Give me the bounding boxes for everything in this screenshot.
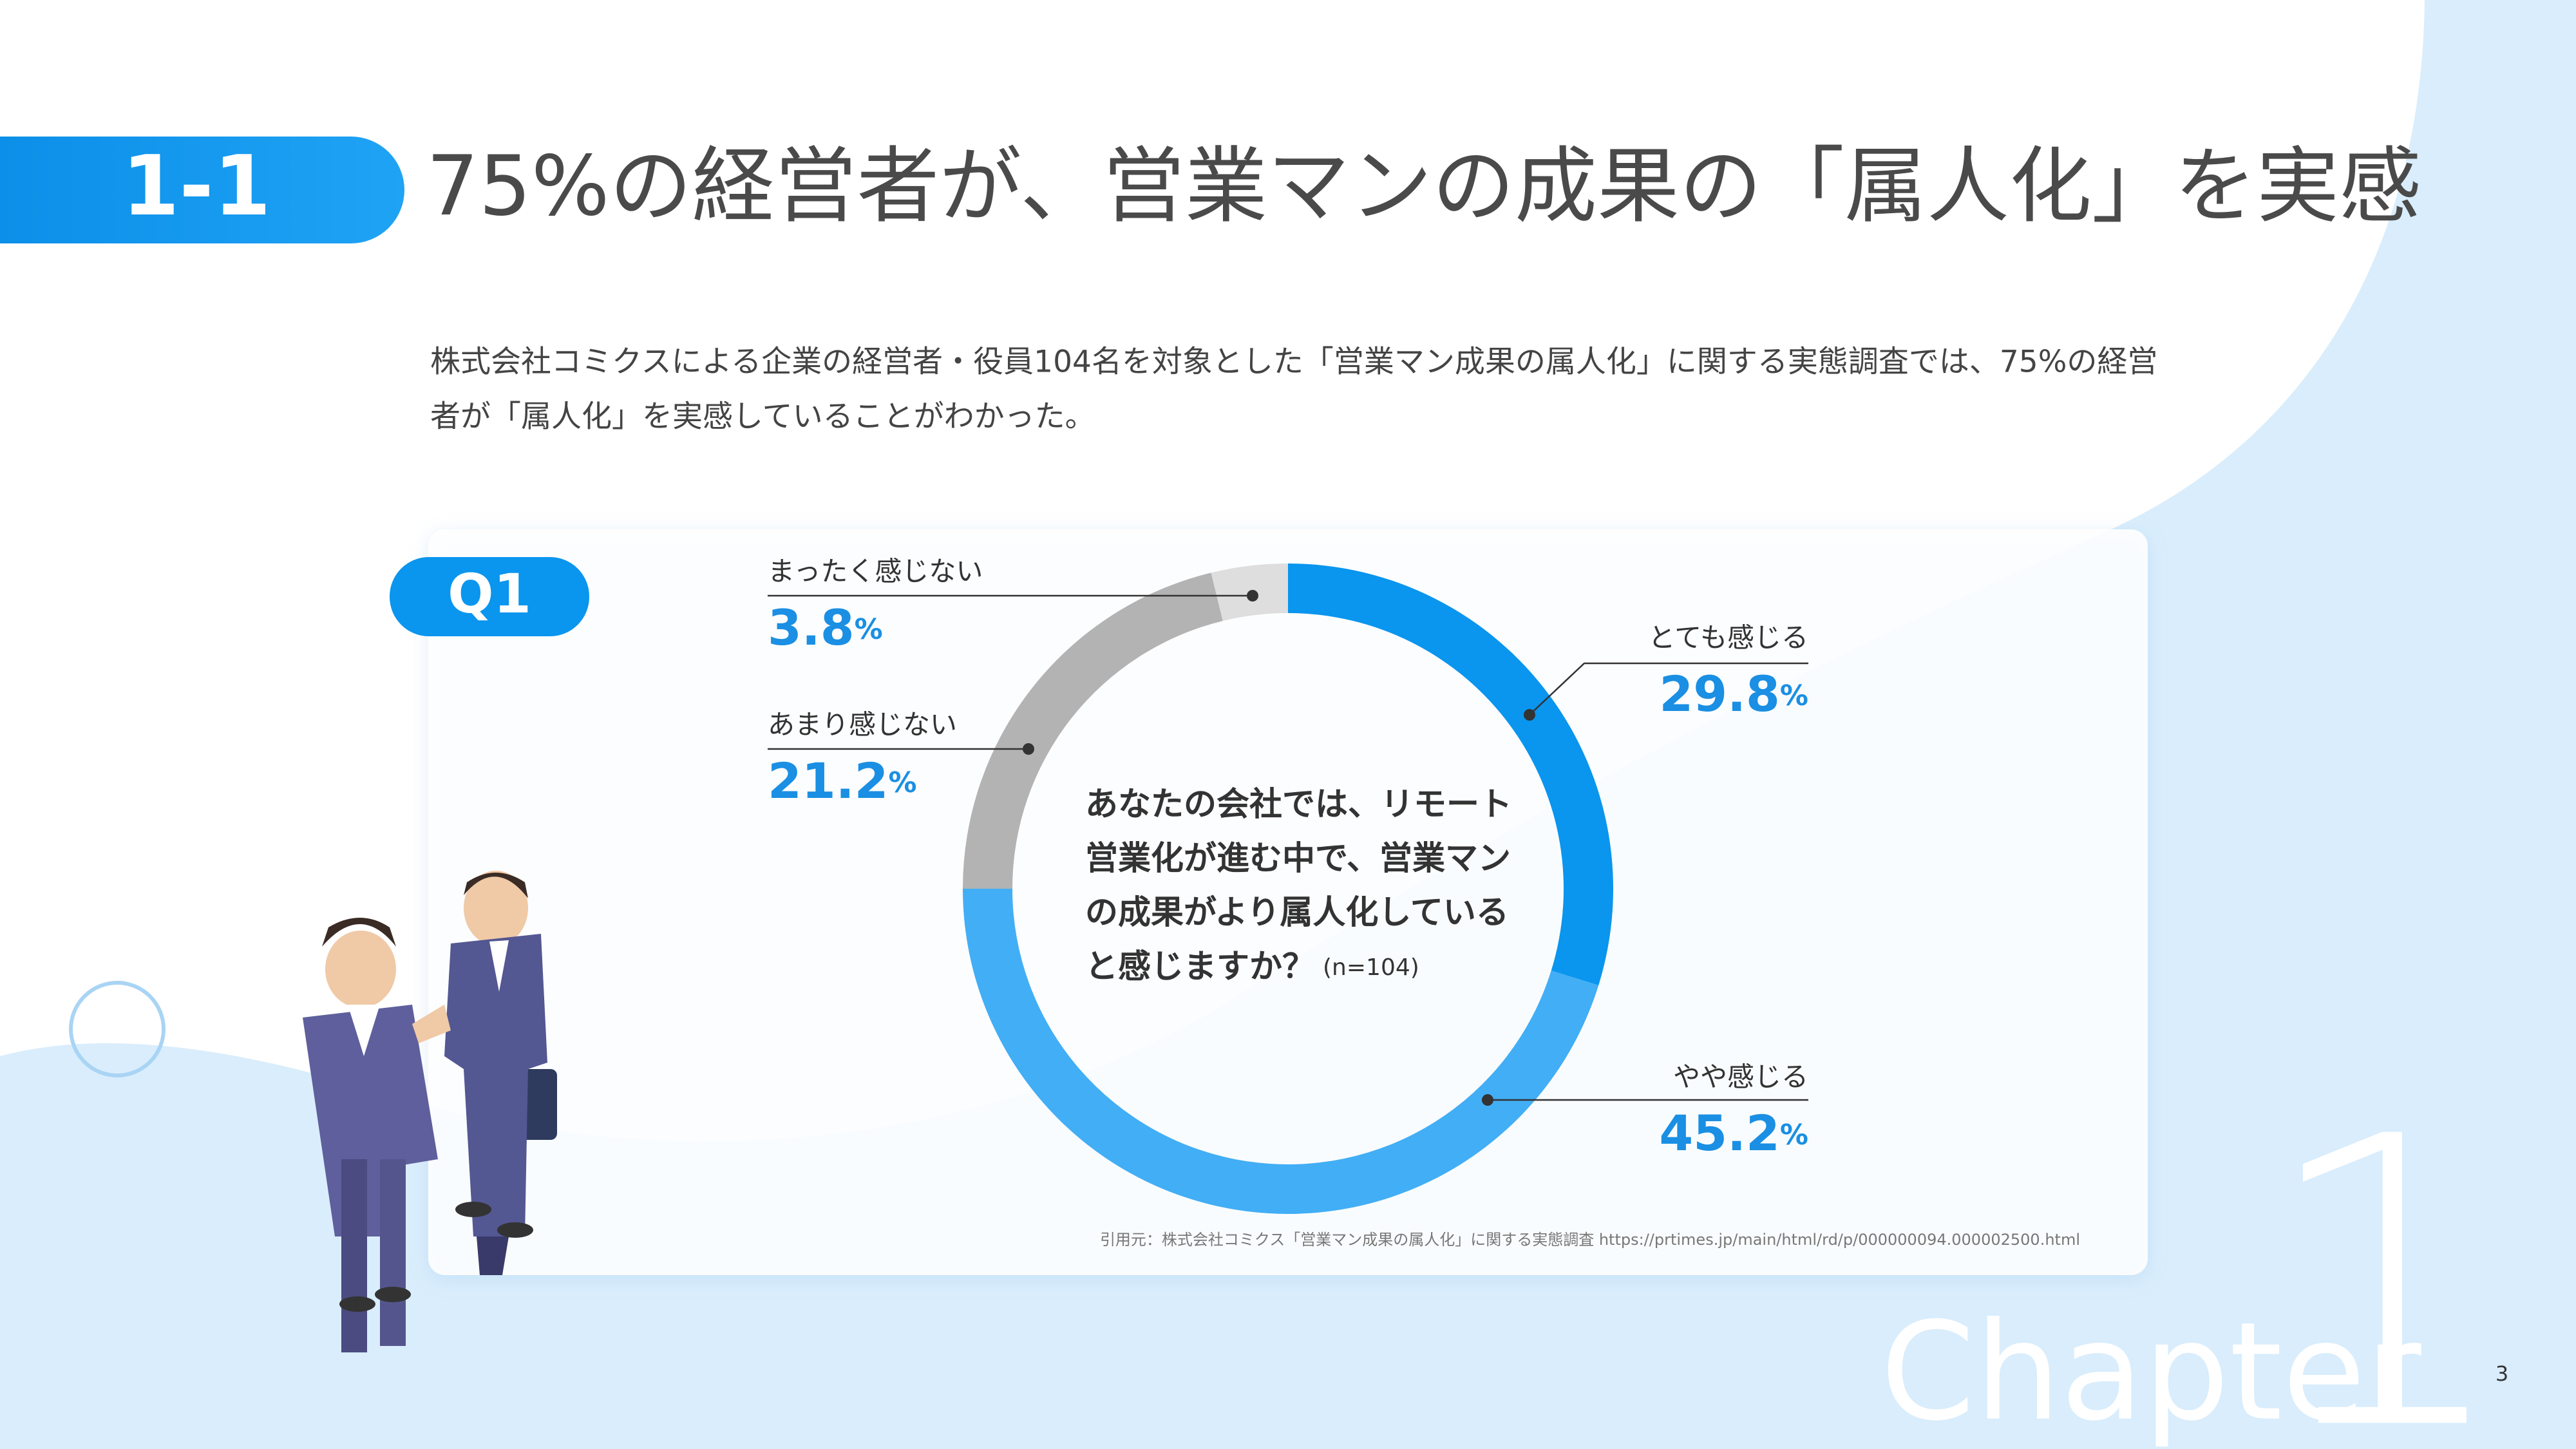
leader-dot (1023, 743, 1034, 755)
section-number: 1-1 (122, 138, 270, 234)
value-unit: % (1780, 679, 1808, 712)
donut-segment (1288, 564, 1613, 986)
donut-chart: とても感じる 29.8% やや感じる 45.2% あまり感じない 21.2% まったく感じな… (768, 556, 1808, 1215)
center-question: と感じますか？ (n=104) (1085, 948, 1419, 986)
donut-segment (963, 573, 1223, 889)
section-tab (0, 137, 404, 243)
description-line: 株式会社コミクスによる企業の経営者・役員104名を対象とした「営業マン成果の属人… (430, 345, 2157, 380)
value-number: 29.8 (1659, 665, 1780, 723)
chapter-number: 1 (2259, 1054, 2513, 1449)
deco-circle (69, 981, 166, 1077)
value-unit: % (855, 613, 883, 646)
leader-line (1529, 662, 1808, 715)
page-title: 75%の経営者が、営業マンの成果の「属人化」を実感 (426, 138, 2421, 234)
chapter-label: Chapter (1880, 1293, 2421, 1449)
category-label: まったく感じない (768, 556, 983, 587)
category-label: やや感じる (1673, 1061, 1808, 1093)
category-label: あまり感じない (768, 709, 957, 741)
value-label: 3.8% (768, 599, 883, 656)
illustration (303, 871, 557, 1352)
source-note: 引用元：株式会社コミクス「営業マン成果の属人化」に関する実態調査 https:/… (1100, 1231, 2080, 1249)
leader-dot (1247, 590, 1258, 601)
question-badge (390, 557, 589, 636)
value-number: 3.8 (768, 599, 855, 656)
value-number: 21.2 (768, 752, 889, 810)
leader-dot (1482, 1094, 1493, 1106)
center-question: 営業化が進む中で、営業マン (1085, 840, 1511, 878)
center-question: あなたの会社では、リモート (1085, 786, 1512, 824)
donut-segment (963, 889, 1599, 1215)
value-number: 45.2 (1659, 1104, 1780, 1162)
value-unit: % (1780, 1119, 1808, 1151)
center-question: の成果がより属人化している (1085, 894, 1509, 932)
question-badge-label: Q1 (448, 562, 531, 625)
value-unit: % (889, 766, 917, 799)
category-label: とても感じる (1648, 622, 1808, 654)
page-number: 3 (2496, 1361, 2508, 1386)
value-label: 29.8% (1659, 665, 1808, 723)
description-line: 者が「属人化」を実感していることがわかった。 (430, 399, 1095, 435)
chart-card (428, 529, 2148, 1275)
value-label: 21.2% (768, 752, 917, 810)
value-label: 45.2% (1659, 1104, 1808, 1162)
leader-dot (1524, 709, 1535, 721)
sample-note: (n=104) (1323, 954, 1419, 981)
